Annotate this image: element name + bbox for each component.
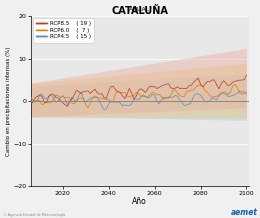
Legend: RCP8.5    ( 19 ), RCP6.0    (  7 ), RCP4.5    ( 15 ): RCP8.5 ( 19 ), RCP6.0 ( 7 ), RCP4.5 ( 15… [33,18,94,43]
Text: ANUAL: ANUAL [129,7,150,12]
X-axis label: Año: Año [132,197,147,206]
Title: CATALUÑA: CATALUÑA [111,5,168,16]
Y-axis label: Cambio en precipitaciones intensas (%): Cambio en precipitaciones intensas (%) [5,47,11,156]
Text: © Agencia Estatal de Meteorología: © Agencia Estatal de Meteorología [3,213,65,217]
Text: aemet: aemet [230,208,257,217]
